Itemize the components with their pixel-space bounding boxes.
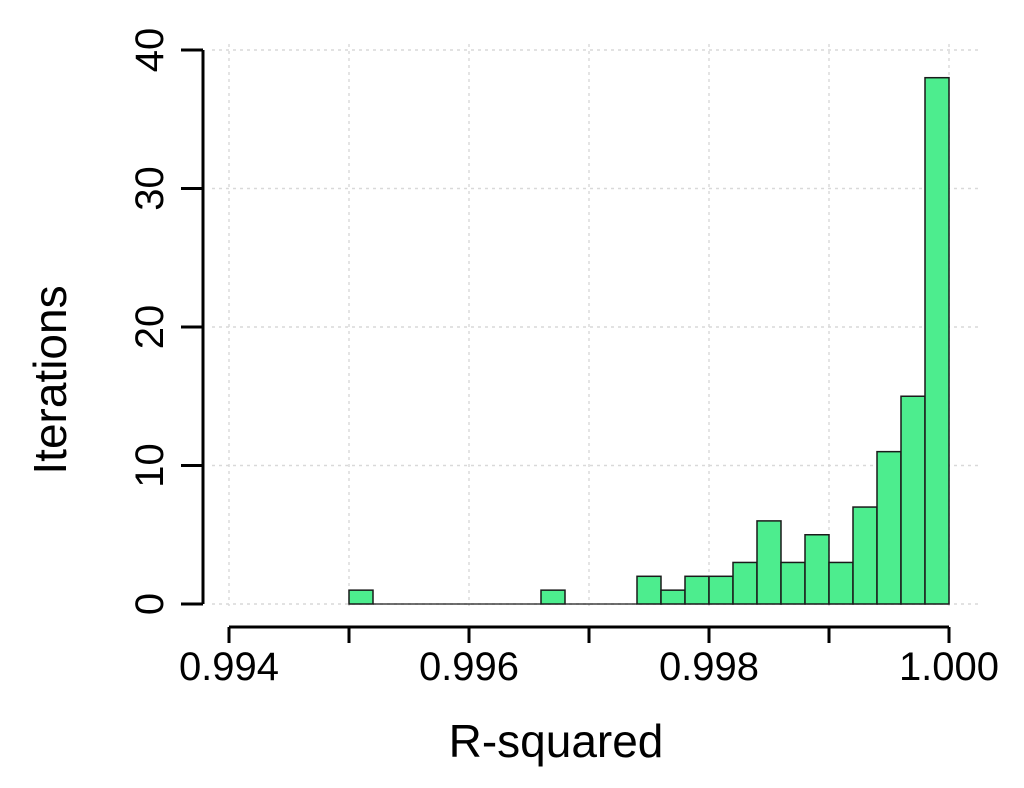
- y-tick-label: 30: [128, 166, 172, 211]
- histogram-bar: [708, 575, 734, 605]
- y-tick-label: 20: [128, 305, 172, 350]
- histogram-bar: [540, 589, 566, 605]
- x-tick-label: 0.994: [179, 645, 279, 689]
- histogram-bar: [348, 589, 374, 605]
- tick-labels: 0 10 20 30 40 0.994 0.996 0.998 1.000: [128, 28, 999, 689]
- x-tick-label: 0.996: [419, 645, 519, 689]
- y-tick-label: 40: [128, 28, 172, 73]
- y-tick-label: 10: [128, 443, 172, 488]
- axes: [181, 48, 951, 643]
- histogram-bar: [828, 561, 854, 605]
- histogram-bars: [348, 76, 950, 605]
- histogram-bar: [876, 450, 902, 605]
- x-tick-label: 1.000: [899, 645, 999, 689]
- x-axis-title: R-squared: [449, 715, 664, 767]
- histogram-bar: [636, 575, 662, 605]
- histogram-bar: [660, 589, 686, 605]
- x-tick-label: 0.998: [659, 645, 759, 689]
- histogram-bar: [804, 534, 830, 605]
- histogram-bar: [732, 561, 758, 605]
- histogram-bar: [780, 561, 806, 605]
- histogram-bar: [852, 506, 878, 605]
- y-axis-title: Iterations: [24, 285, 76, 474]
- histogram-bar: [900, 395, 926, 605]
- histogram-bar: [756, 520, 782, 605]
- histogram-bar: [684, 575, 710, 605]
- y-tick-label: 0: [128, 593, 172, 615]
- histogram-bar: [924, 76, 950, 605]
